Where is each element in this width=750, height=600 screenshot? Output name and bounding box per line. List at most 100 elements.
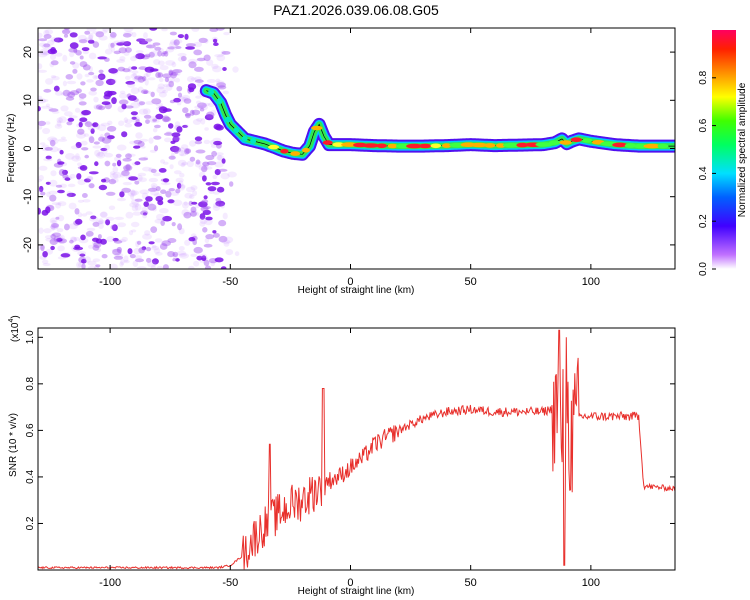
noise-point <box>80 81 86 86</box>
noise-point <box>138 101 146 106</box>
noise-point <box>120 258 125 266</box>
noise-point <box>46 191 51 198</box>
noise-point <box>227 171 237 178</box>
ridge-hotspot <box>484 143 496 148</box>
noise-point <box>204 127 209 131</box>
noise-point <box>118 99 129 105</box>
noise-point <box>164 77 169 83</box>
colorbar: 0.0 0.2 0.4 0.6 0.8 Normalized spectral ampl… <box>698 30 748 276</box>
noise-point <box>138 108 149 115</box>
noise-point <box>193 246 203 254</box>
noise-point <box>104 144 110 151</box>
noise-point <box>185 46 196 50</box>
noise-point <box>153 135 162 140</box>
noise-point <box>158 168 167 173</box>
noise-point <box>77 212 83 218</box>
noise-point <box>38 32 43 38</box>
noise-point <box>143 114 152 119</box>
noise-point <box>154 124 161 129</box>
noise-point <box>194 105 204 109</box>
y-tick-label: 0.6 <box>25 423 36 437</box>
noise-point <box>215 197 222 203</box>
noise-point <box>181 161 189 166</box>
noise-point <box>134 161 141 166</box>
noise-point <box>135 50 144 54</box>
noise-point <box>202 227 208 233</box>
noise-point <box>71 155 81 162</box>
noise-point <box>145 196 153 202</box>
noise-point <box>66 80 77 85</box>
noise-point <box>215 28 225 31</box>
x-tick-label: 0 <box>347 276 353 288</box>
ridge-hotspot <box>268 144 280 150</box>
ridge-hotspot <box>224 116 231 123</box>
noise-point <box>89 66 93 73</box>
noise-point <box>210 260 216 267</box>
noise-point <box>151 245 160 251</box>
noise-point <box>133 139 143 145</box>
noise-point <box>101 30 108 34</box>
noise-point <box>77 262 84 268</box>
noise-point <box>78 34 87 42</box>
noise-point <box>156 213 165 221</box>
noise-point <box>148 177 159 183</box>
noise-point <box>122 170 128 175</box>
snr-series-line <box>38 329 675 570</box>
noise-point <box>130 87 140 95</box>
noise-point <box>151 98 162 105</box>
noise-point <box>176 126 183 133</box>
noise-point <box>176 250 187 256</box>
noise-point <box>177 223 183 231</box>
noise-point <box>152 127 158 133</box>
noise-point <box>79 165 88 171</box>
ridge-hotspot <box>280 148 289 154</box>
noise-point <box>121 187 131 193</box>
noise-point <box>123 50 130 56</box>
noise-point <box>134 75 144 80</box>
noise-point <box>133 247 141 255</box>
noise-point <box>49 61 55 68</box>
noise-point <box>116 159 122 167</box>
noise-point <box>99 133 105 141</box>
noise-point <box>98 105 106 111</box>
snr-y-ticks: 0.2 0.4 0.6 0.8 1.0 <box>25 330 675 530</box>
ridge-hotspot <box>241 135 248 142</box>
noise-point <box>181 209 190 216</box>
noise-point <box>201 255 207 262</box>
ridge-hotspot <box>341 142 358 147</box>
noise-point <box>38 63 43 70</box>
noise-point <box>114 216 124 220</box>
noise-point <box>206 111 215 119</box>
noise-point <box>116 246 122 254</box>
noise-point <box>202 175 207 182</box>
noise-point <box>79 117 88 122</box>
noise-point <box>78 121 83 128</box>
noise-point <box>145 101 154 105</box>
colorbar-ticks: 0.0 0.2 0.4 0.6 0.8 <box>698 70 716 276</box>
noise-point <box>222 90 229 95</box>
noise-point <box>187 58 198 64</box>
noise-point <box>217 85 227 90</box>
noise-point <box>127 190 137 197</box>
noise-point <box>153 248 161 254</box>
x-tick-label: 50 <box>465 577 477 589</box>
noise-point <box>216 54 226 62</box>
snr-y-scale-close: ) <box>10 315 21 318</box>
noise-point <box>142 76 147 82</box>
noise-point <box>80 140 88 146</box>
noise-point <box>137 141 145 147</box>
noise-point <box>161 240 171 247</box>
noise-point <box>50 54 56 60</box>
noise-point <box>112 237 119 242</box>
noise-point <box>60 105 69 112</box>
noise-point <box>130 190 139 196</box>
snr-plot: -100 -50 0 50 100 0.2 0.4 0.6 0.8 1.0 Height of … <box>8 315 676 597</box>
noise-point <box>205 154 215 161</box>
noise-point <box>72 68 78 74</box>
noise-point <box>95 123 100 130</box>
noise-point <box>162 51 168 55</box>
noise-point <box>135 240 140 248</box>
noise-point <box>137 76 145 83</box>
noise-point <box>132 211 142 216</box>
noise-point <box>69 239 74 244</box>
